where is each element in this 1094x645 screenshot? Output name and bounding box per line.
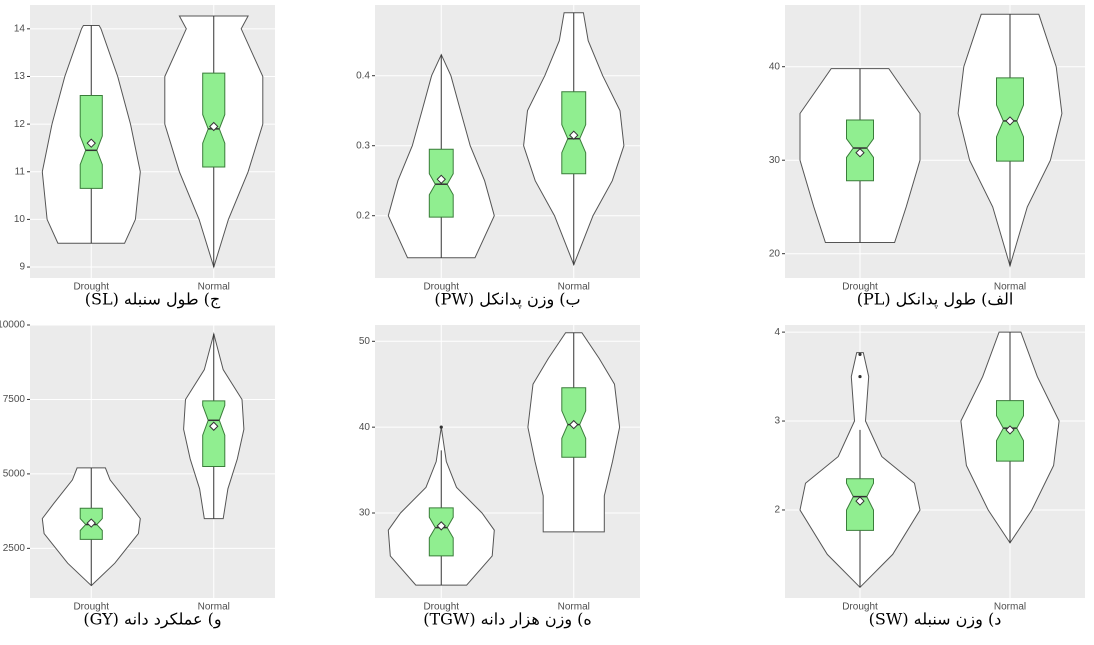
y-tick-label: 3 xyxy=(774,416,780,427)
panel-caption: ه) وزن هزار دانه (TGW) xyxy=(423,610,592,629)
y-tick-label: 20 xyxy=(769,248,781,259)
y-tick-label: 12 xyxy=(14,119,26,130)
y-tick-label: 50 xyxy=(359,336,371,347)
mean-marker xyxy=(1005,116,1015,126)
mean-marker xyxy=(1005,425,1015,435)
y-tick-label: 13 xyxy=(14,71,26,82)
y-tick-label: 2 xyxy=(774,505,780,516)
mean-marker xyxy=(209,121,219,132)
mean-marker xyxy=(436,521,446,531)
y-tick-label: 14 xyxy=(14,23,26,34)
mean-marker xyxy=(86,518,96,528)
panel-caption: ب) وزن پدانکل (PW) xyxy=(434,290,580,309)
box xyxy=(202,400,226,467)
panel-caption: و) عملکرد دانه (GY) xyxy=(83,610,221,629)
outlier xyxy=(858,374,862,379)
y-tick-label: 10000 xyxy=(0,320,25,331)
x-tick-label: Drought xyxy=(73,602,109,613)
mean-marker xyxy=(436,174,446,185)
x-tick-label: Drought xyxy=(73,282,109,293)
y-tick-label: 9 xyxy=(19,262,25,273)
x-tick-label: Normal xyxy=(994,282,1026,293)
mean-marker xyxy=(569,130,579,140)
mean-marker xyxy=(86,138,96,148)
y-tick-label: 2500 xyxy=(3,543,26,554)
mean-marker xyxy=(569,419,579,430)
mean-marker xyxy=(855,148,865,158)
panel-caption: د) وزن سنبله (SW) xyxy=(869,610,1002,629)
panel-caption: ج) طول سنبله (SL) xyxy=(85,290,221,309)
y-tick-label: 0.3 xyxy=(356,140,370,151)
box xyxy=(202,72,226,168)
x-tick-label: Normal xyxy=(558,602,590,613)
x-tick-label: Normal xyxy=(198,282,230,293)
outlier xyxy=(439,425,443,429)
x-tick-label: Normal xyxy=(994,602,1026,613)
y-tick-label: 4 xyxy=(774,327,780,338)
y-tick-label: 0.4 xyxy=(356,70,370,81)
x-tick-label: Drought xyxy=(423,602,459,613)
outlier xyxy=(858,352,862,356)
y-tick-label: 40 xyxy=(359,422,371,433)
box xyxy=(428,507,454,557)
y-tick-label: 10 xyxy=(14,214,26,225)
panel-caption: الف) طول پدانکل (PL) xyxy=(857,290,1014,309)
x-tick-label: Normal xyxy=(198,602,230,613)
y-tick-label: 0.2 xyxy=(356,210,370,221)
mean-marker xyxy=(855,496,865,506)
y-tick-label: 11 xyxy=(15,166,26,177)
x-tick-label: Drought xyxy=(842,602,878,613)
mean-marker xyxy=(209,421,219,431)
y-tick-label: 40 xyxy=(769,61,781,72)
x-tick-label: Drought xyxy=(423,282,459,293)
y-tick-label: 7500 xyxy=(3,394,26,405)
y-tick-label: 30 xyxy=(359,508,371,519)
x-tick-label: Normal xyxy=(558,282,590,293)
x-tick-label: Drought xyxy=(842,282,878,293)
y-tick-label: 5000 xyxy=(3,469,26,480)
y-tick-label: 30 xyxy=(769,155,781,166)
